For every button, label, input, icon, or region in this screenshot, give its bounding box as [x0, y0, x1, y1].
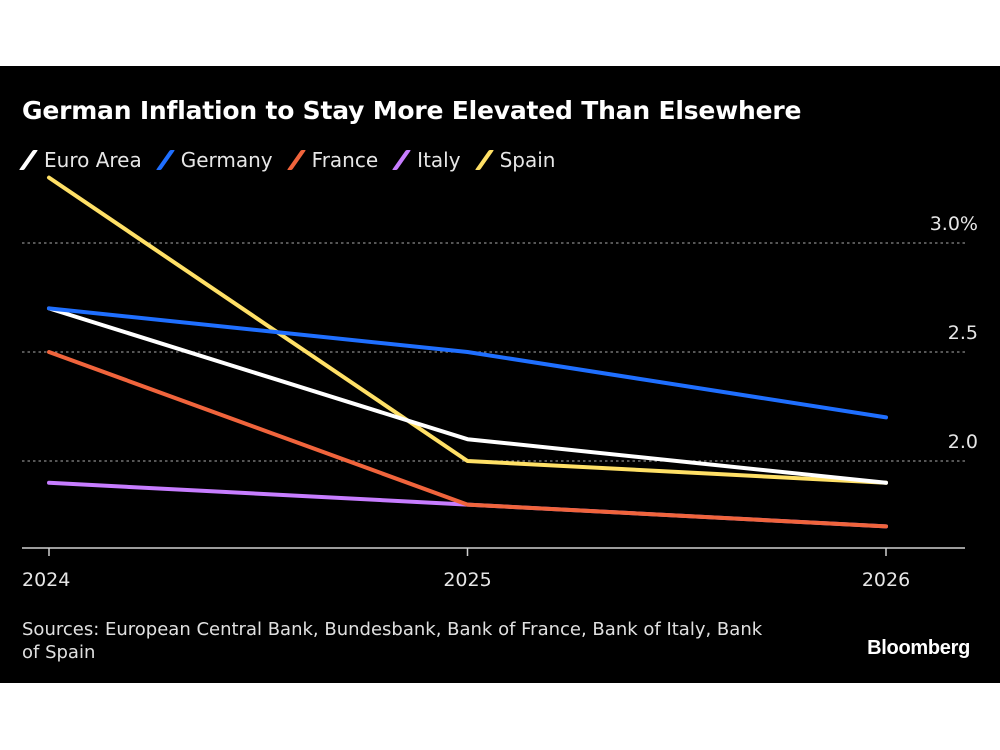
- legend-label: Germany: [180, 148, 273, 172]
- legend-item-spain: Spain: [474, 148, 556, 172]
- x-tick-label: 2026: [862, 569, 910, 591]
- series-line-spain: [47, 175, 888, 485]
- legend-item-germany: Germany: [155, 148, 273, 172]
- chart-title: German Inflation to Stay More Elevated T…: [22, 96, 802, 125]
- legend-label: Spain: [499, 148, 556, 172]
- series-line-germany: [47, 306, 888, 420]
- y-tick-label: 3.0%: [930, 213, 978, 235]
- legend: Euro Area Germany France Italy Spain: [18, 148, 572, 172]
- x-axis: 2024 2025 2026: [22, 547, 965, 591]
- legend-label: Italy: [417, 148, 461, 172]
- legend-item-france: France: [286, 148, 379, 172]
- y-axis-labels: 2.0 2.5 3.0%: [930, 213, 978, 453]
- series-line-euro-area: [47, 306, 888, 485]
- x-tick-label: 2024: [22, 569, 70, 591]
- source-note: Sources: European Central Bank, Bundesba…: [22, 619, 763, 663]
- legend-item-italy: Italy: [392, 148, 461, 172]
- bloomberg-logo: Bloomberg: [867, 637, 970, 659]
- y-tick-label: 2.0: [948, 431, 978, 453]
- chart-panel: German Inflation to Stay More Elevated T…: [0, 66, 1000, 683]
- gridlines: [22, 242, 965, 462]
- series-line-france: [47, 350, 888, 529]
- legend-item-euro-area: Euro Area: [18, 148, 142, 172]
- y-tick-label: 2.5: [948, 322, 978, 344]
- x-tick-label: 2025: [443, 569, 491, 591]
- legend-label: France: [311, 148, 379, 172]
- legend-label: Euro Area: [44, 148, 142, 172]
- series-lines: [47, 175, 888, 529]
